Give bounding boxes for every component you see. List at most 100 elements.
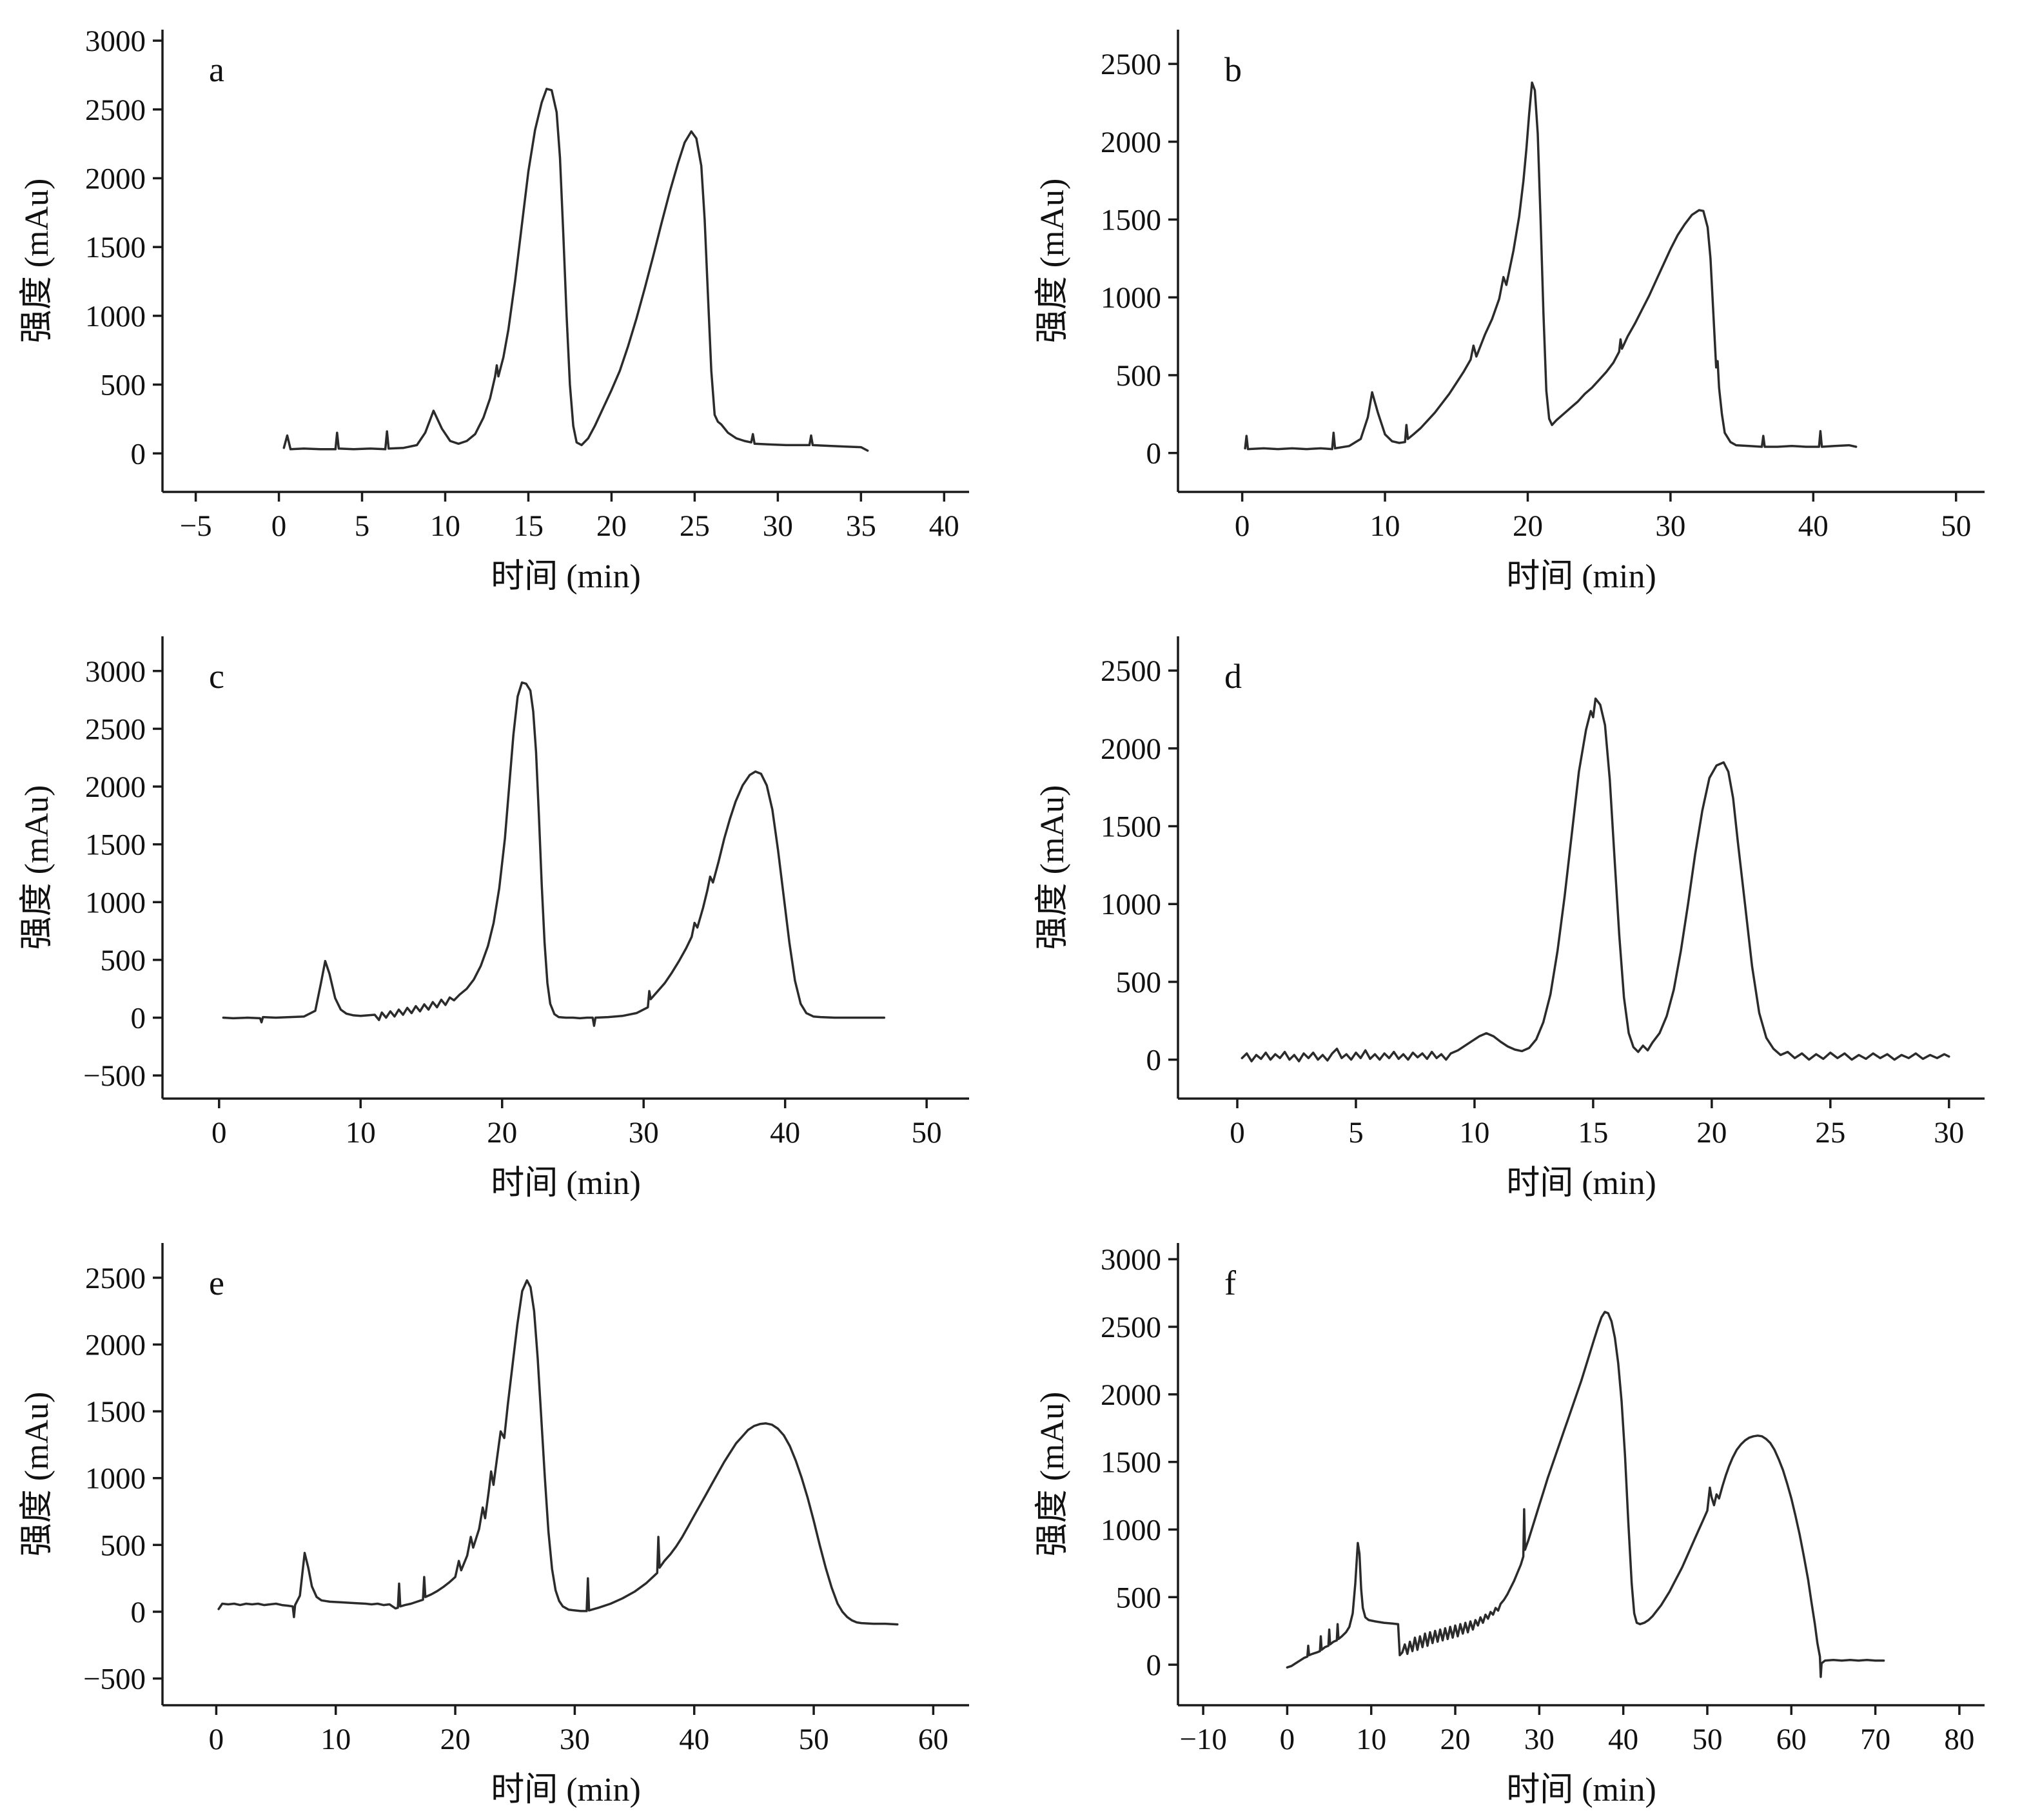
y-tick-label: 1500 [85, 828, 146, 862]
y-axis-label: 强度 (mAu) [19, 1392, 55, 1557]
x-tick-label: 0 [1280, 1723, 1295, 1756]
series-line [1241, 697, 1950, 1062]
y-tick-label: 1500 [1101, 810, 1161, 844]
y-tick-label: 0 [131, 437, 146, 471]
x-tick-label: 40 [770, 1116, 800, 1150]
chart-f: −10 0 10 20 30 40 50 60 70 80 0 500 1000 1500 2000 2500… [1034, 1243, 1985, 1808]
x-tick-label: 10 [430, 509, 460, 543]
x-tick-label: 20 [1440, 1723, 1471, 1756]
x-tick-label: 40 [929, 509, 959, 543]
x-tick-label: −10 [1179, 1723, 1227, 1756]
y-tick-label: 0 [1146, 437, 1162, 471]
y-tick-label: 2500 [1101, 1311, 1161, 1344]
y-tick-label: 1500 [1101, 204, 1161, 237]
x-tick-label: 5 [1348, 1116, 1364, 1150]
series-line [217, 1279, 899, 1626]
panel-letter: f [1224, 1264, 1236, 1302]
y-tick-label: 2500 [1101, 48, 1161, 81]
x-tick-label: 60 [1776, 1723, 1807, 1756]
x-tick-label: 50 [1941, 509, 1971, 543]
x-axis-label: 时间 (min) [491, 558, 641, 595]
x-tick-label: 20 [1513, 509, 1543, 543]
y-tick-label: 2500 [85, 712, 146, 746]
y-tick-label: 2000 [85, 162, 146, 195]
y-tick-label: 1500 [85, 231, 146, 264]
y-tick-label: 3000 [1101, 1243, 1161, 1277]
x-tick-label: 10 [320, 1723, 351, 1756]
series-line [1244, 81, 1858, 451]
x-tick-label: 15 [513, 509, 544, 543]
series-line [1286, 1311, 1885, 1678]
chart-panel-f: −10 0 10 20 30 40 50 60 70 80 0 500 1000 1500 2000 2500… [1016, 1213, 2031, 1820]
x-tick-label: 0 [211, 1116, 227, 1150]
x-tick-label: 30 [1655, 509, 1685, 543]
x-axis-label: 时间 (min) [1506, 1772, 1656, 1808]
x-tick-label: 10 [346, 1116, 376, 1150]
x-tick-label: 25 [1815, 1116, 1845, 1150]
y-tick-label: 500 [1116, 966, 1162, 999]
series-line [222, 681, 886, 1027]
y-tick-label: 2000 [1101, 126, 1161, 159]
x-tick-label: 25 [680, 509, 710, 543]
y-tick-label: 0 [1146, 1649, 1162, 1682]
y-tick-label: 1000 [85, 886, 146, 919]
y-tick-label: 2000 [1101, 732, 1161, 766]
x-tick-label: 30 [1524, 1723, 1555, 1756]
x-tick-label: 40 [1798, 509, 1829, 543]
x-tick-label: 15 [1578, 1116, 1608, 1150]
panel-letter: e [209, 1264, 224, 1302]
y-tick-label: −500 [83, 1663, 146, 1696]
x-tick-label: 35 [846, 509, 876, 543]
chart-panel-d: 0 5 10 15 20 25 30 0 500 1000 1500 2000 2500 时间 (min)… [1016, 607, 2031, 1213]
x-axis-label: 时间 (min) [1506, 1165, 1656, 1202]
y-tick-label: 1000 [85, 1462, 146, 1496]
x-tick-label: 30 [1934, 1116, 1964, 1150]
y-tick-label: 0 [131, 1002, 146, 1035]
y-tick-label: 2000 [85, 770, 146, 804]
x-tick-label: 70 [1860, 1723, 1890, 1756]
x-tick-label: 80 [1944, 1723, 1974, 1756]
chart-panel-b: 0 10 20 30 40 50 0 500 1000 1500 2000 2500 时间 (min) 强… [1016, 0, 2031, 607]
x-tick-label: 10 [1459, 1116, 1489, 1150]
y-tick-label: 500 [1116, 359, 1162, 393]
chart-a: −5 0 5 10 15 20 25 30 35 40 0 500 1000 1500 2000 2500 30… [19, 24, 969, 595]
chart-e: 0 10 20 30 40 50 60 −500 0 500 1000 1500 2000 2500 时间 … [19, 1243, 969, 1808]
y-tick-label: 0 [131, 1596, 146, 1629]
x-tick-label: 60 [918, 1723, 948, 1756]
panel-letter: c [209, 657, 224, 696]
x-tick-label: 20 [1696, 1116, 1727, 1150]
x-tick-label: −5 [180, 509, 212, 543]
y-tick-label: 500 [101, 944, 146, 977]
x-axis-label: 时间 (min) [491, 1165, 641, 1202]
chart-panel-a: −5 0 5 10 15 20 25 30 35 40 0 500 1000 1500 2000 2500 30… [0, 0, 1016, 607]
panel-letter: d [1224, 657, 1242, 696]
panel-letter: b [1224, 50, 1242, 89]
y-tick-label: 3000 [85, 24, 146, 58]
x-tick-label: 50 [1692, 1723, 1722, 1756]
chart-d: 0 5 10 15 20 25 30 0 500 1000 1500 2000 2500 时间 (min)… [1034, 636, 1985, 1202]
y-tick-label: 2500 [85, 93, 146, 127]
x-tick-label: 50 [799, 1723, 829, 1756]
y-tick-label: 2500 [85, 1262, 146, 1295]
y-tick-label: 1000 [1101, 1513, 1161, 1547]
chart-c: 0 10 20 30 40 50 −500 0 500 1000 1500 2000 2500 3000 时… [19, 636, 969, 1202]
x-tick-label: 5 [355, 509, 370, 543]
y-axis-label: 强度 (mAu) [1034, 179, 1071, 344]
x-tick-label: 20 [596, 509, 627, 543]
x-tick-label: 0 [209, 1723, 224, 1756]
x-tick-label: 30 [629, 1116, 659, 1150]
x-tick-label: 40 [1608, 1723, 1638, 1756]
x-tick-label: 30 [763, 509, 793, 543]
y-tick-label: 0 [1146, 1044, 1162, 1077]
y-axis-label: 强度 (mAu) [1034, 1392, 1071, 1557]
x-tick-label: 0 [1235, 509, 1250, 543]
x-tick-label: 10 [1356, 1723, 1386, 1756]
y-tick-label: 500 [101, 1529, 146, 1562]
chart-panel-e: 0 10 20 30 40 50 60 −500 0 500 1000 1500 2000 2500 时间 … [0, 1213, 1016, 1820]
x-tick-label: 10 [1370, 509, 1400, 543]
series-line [282, 88, 869, 452]
x-tick-label: 40 [679, 1723, 709, 1756]
y-axis-label: 强度 (mAu) [1034, 785, 1071, 950]
y-tick-label: 1000 [1101, 281, 1161, 315]
